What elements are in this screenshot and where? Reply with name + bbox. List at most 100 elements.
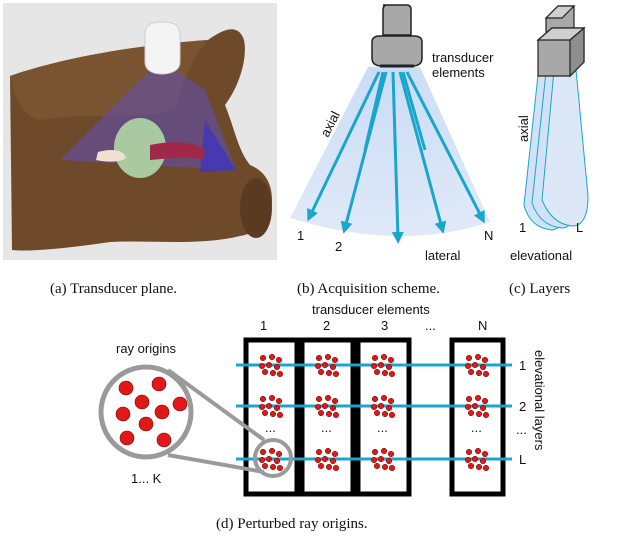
origin-dot bbox=[324, 394, 331, 401]
origin-dot bbox=[479, 363, 486, 370]
origin-dot bbox=[275, 397, 282, 404]
origin-dot bbox=[467, 462, 474, 469]
origin-dot bbox=[324, 447, 331, 454]
origin-dot bbox=[273, 363, 280, 370]
ray-label-1: 1 bbox=[297, 228, 304, 243]
origin-dot bbox=[259, 448, 266, 455]
element-column-1 bbox=[243, 337, 300, 497]
origin-dot bbox=[475, 463, 482, 470]
origin-dot bbox=[371, 395, 378, 402]
caption-c: (c) Layers bbox=[509, 281, 570, 297]
origin-dot bbox=[275, 356, 282, 363]
row-dots-2: ... bbox=[321, 420, 332, 435]
origin-dot bbox=[481, 450, 488, 457]
origin-dot bbox=[465, 395, 472, 402]
elevational-label: elevational bbox=[510, 248, 572, 263]
origin-dot bbox=[387, 356, 394, 363]
origin-dot bbox=[481, 397, 488, 404]
ray-n bbox=[405, 71, 485, 224]
zoom-source-circle bbox=[253, 438, 293, 478]
column-label-n: N bbox=[478, 318, 487, 333]
origin-dot bbox=[370, 403, 377, 410]
origin-dot bbox=[325, 410, 332, 417]
origin-dot bbox=[317, 462, 324, 469]
k-label: 1... K bbox=[131, 471, 162, 486]
lateral-label: lateral bbox=[425, 248, 461, 263]
origin-dot bbox=[471, 402, 478, 409]
origin-dot bbox=[380, 447, 387, 454]
origin-dot bbox=[475, 410, 482, 417]
origin-dot bbox=[373, 462, 380, 469]
origin-dot bbox=[381, 410, 388, 417]
row-dots-n: ... bbox=[471, 420, 482, 435]
origin-dot bbox=[471, 361, 478, 368]
origin-dot bbox=[381, 369, 388, 376]
origin-dot bbox=[317, 409, 324, 416]
caption-a: (a) Transducer plane. bbox=[50, 281, 177, 297]
origin-dot bbox=[464, 403, 471, 410]
column-label-dots: ... bbox=[425, 318, 436, 333]
column-label-2: 2 bbox=[323, 318, 330, 333]
origin-dot bbox=[276, 411, 283, 418]
origin-dot bbox=[258, 362, 265, 369]
origin-dot bbox=[388, 411, 395, 418]
column-label-3: 3 bbox=[381, 318, 388, 333]
caption-d: (d) Perturbed ray origins. bbox=[216, 516, 368, 532]
ray-origins-label: ray origins bbox=[116, 341, 176, 356]
ray-label-n: N bbox=[484, 228, 493, 243]
origin-dot bbox=[273, 404, 280, 411]
origin-dot bbox=[314, 362, 321, 369]
origin-dot bbox=[315, 448, 322, 455]
origin-dot bbox=[467, 409, 474, 416]
axial-label-c: axial bbox=[516, 115, 531, 142]
row-dots-3: ... bbox=[377, 420, 388, 435]
zoom-circle bbox=[98, 364, 194, 460]
layer-first-label: 1 bbox=[519, 220, 526, 235]
origin-dot bbox=[464, 456, 471, 463]
origin-dot bbox=[265, 455, 272, 462]
panel-b-scheme: transducer elements axial lateral 1 2 N bbox=[290, 4, 494, 263]
origin-dot bbox=[387, 397, 394, 404]
origin-dot bbox=[479, 404, 486, 411]
origin-dot bbox=[371, 448, 378, 455]
origin-dot bbox=[268, 394, 275, 401]
origin-dot bbox=[321, 361, 328, 368]
origin-dot bbox=[385, 457, 392, 464]
layer-slices bbox=[541, 69, 589, 227]
ray-4 bbox=[398, 71, 447, 234]
origin-dot bbox=[332, 411, 339, 418]
origin-dot bbox=[373, 409, 380, 416]
origin-dot bbox=[475, 369, 482, 376]
origin-dot bbox=[321, 402, 328, 409]
zoomed-origins bbox=[115, 376, 188, 448]
origin-dot bbox=[269, 369, 276, 376]
origin-dot bbox=[276, 370, 283, 377]
beam-fan bbox=[290, 67, 490, 237]
origin-dot bbox=[314, 456, 321, 463]
origin-dot bbox=[370, 456, 377, 463]
origin-dot bbox=[465, 354, 472, 361]
origin-dot bbox=[377, 455, 384, 462]
origin-dot bbox=[261, 368, 268, 375]
origin-dot bbox=[474, 353, 481, 360]
element-column-3 bbox=[355, 337, 412, 497]
origin-dot bbox=[329, 457, 336, 464]
transducer-elements-label: transducer elements bbox=[312, 302, 430, 317]
ray-center bbox=[391, 71, 404, 244]
origin-dot bbox=[377, 402, 384, 409]
row-label-2: 2 bbox=[519, 399, 526, 414]
origin-dot bbox=[258, 403, 265, 410]
origin-dot bbox=[471, 455, 478, 462]
ray-label-2: 2 bbox=[335, 239, 342, 254]
transducer-label: transducer bbox=[432, 50, 494, 65]
row-label-1: 1 bbox=[519, 358, 526, 373]
origin-dot bbox=[479, 457, 486, 464]
row-dots-1: ... bbox=[265, 420, 276, 435]
origin-dot bbox=[377, 361, 384, 368]
origin-dot bbox=[385, 363, 392, 370]
organ-icon bbox=[114, 118, 166, 178]
origin-dot bbox=[268, 353, 275, 360]
origin-dot bbox=[331, 397, 338, 404]
origin-dot bbox=[464, 362, 471, 369]
layer-last-label: L bbox=[576, 220, 583, 235]
